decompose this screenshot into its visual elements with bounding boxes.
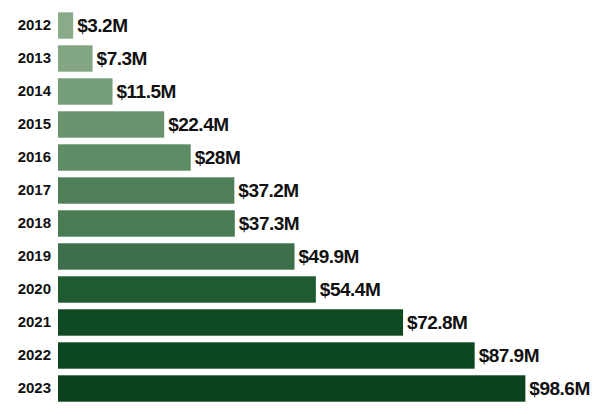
data-label: $11.5M — [117, 81, 176, 102]
data-label: $22.4M — [168, 114, 228, 135]
bars — [58, 12, 525, 401]
data-label: $37.2M — [238, 180, 298, 201]
tick: 2023 — [18, 379, 51, 396]
tick: 2020 — [18, 280, 51, 297]
data-label: $87.9M — [479, 345, 539, 366]
tick: 2022 — [18, 346, 51, 363]
data-label: $37.3M — [239, 213, 299, 234]
data-label: $54.4M — [320, 279, 380, 300]
tick-label: 2018 — [18, 214, 51, 231]
data-label: $98.6M — [529, 378, 589, 399]
tick: 2018 — [18, 214, 51, 231]
tick-label: 2023 — [18, 379, 51, 396]
chart: 2012 2013 2014 2015 2016 2017 2018 2019 2020 2021… — [0, 0, 613, 418]
tick-label: 2013 — [18, 49, 51, 66]
tick-label: 2014 — [18, 82, 52, 99]
data-label: $7.3M — [97, 48, 147, 69]
bar — [58, 78, 113, 104]
data-label: $28M — [195, 147, 241, 168]
data-labels: $3.2M $7.3M $11.5M $22.4M $28M $37.2M $37.3M$4… — [77, 15, 590, 399]
tick: 2021 — [18, 313, 51, 330]
data-label: $72.8M — [407, 312, 467, 333]
bar — [58, 177, 234, 203]
tick-label: 2020 — [18, 280, 51, 297]
data-label: $49.9M — [299, 246, 359, 267]
tick: 2015 — [18, 115, 51, 132]
bar — [58, 45, 93, 71]
bar — [58, 342, 475, 368]
bar — [58, 12, 73, 38]
bar — [58, 375, 525, 401]
bar — [58, 210, 235, 236]
bar — [58, 144, 191, 170]
tick-label: 2019 — [18, 247, 51, 264]
tick-label: 2016 — [18, 148, 51, 165]
tick: 2016 — [18, 148, 51, 165]
tick-label: 2017 — [18, 181, 51, 198]
tick: 2019 — [18, 247, 51, 264]
bar — [58, 309, 403, 335]
tick-label: 2012 — [18, 16, 51, 33]
bar — [58, 276, 316, 302]
bar — [58, 111, 164, 137]
data-label: $3.2M — [77, 15, 127, 36]
tick: 2012 — [18, 16, 51, 33]
tick-label: 2021 — [18, 313, 51, 330]
y-axis: 2012 2013 2014 2015 2016 2017 2018 2019 2020 2021… — [18, 16, 52, 396]
tick-label: 2015 — [18, 115, 51, 132]
bar — [58, 243, 295, 269]
tick-label: 2022 — [18, 346, 51, 363]
tick: 2017 — [18, 181, 51, 198]
tick: 2014 — [18, 82, 52, 99]
tick: 2013 — [18, 49, 51, 66]
